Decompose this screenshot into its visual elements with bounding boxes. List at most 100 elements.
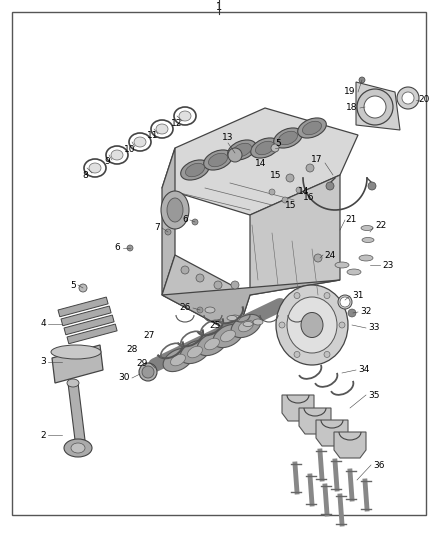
Polygon shape	[250, 175, 340, 295]
Ellipse shape	[243, 321, 253, 327]
Text: 28: 28	[127, 345, 138, 354]
Circle shape	[294, 351, 300, 358]
Ellipse shape	[106, 146, 128, 164]
Ellipse shape	[204, 150, 232, 170]
Text: 33: 33	[368, 324, 379, 333]
Ellipse shape	[67, 379, 79, 387]
Ellipse shape	[231, 314, 261, 337]
Text: 9: 9	[104, 157, 110, 166]
Ellipse shape	[187, 346, 202, 358]
Polygon shape	[162, 108, 358, 215]
Ellipse shape	[279, 131, 297, 144]
Text: 1: 1	[216, 2, 222, 12]
Circle shape	[294, 293, 300, 298]
Ellipse shape	[151, 120, 173, 138]
Ellipse shape	[167, 198, 183, 222]
Ellipse shape	[338, 295, 352, 309]
Circle shape	[368, 182, 376, 190]
Text: 15: 15	[285, 200, 297, 209]
Polygon shape	[356, 82, 400, 130]
Bar	[67, 324, 117, 344]
Text: 16: 16	[303, 192, 314, 201]
Bar	[64, 315, 114, 335]
Text: 10: 10	[124, 144, 136, 154]
Text: 27: 27	[144, 330, 155, 340]
Text: 35: 35	[368, 391, 379, 400]
Text: 5: 5	[275, 139, 281, 148]
Ellipse shape	[111, 150, 123, 160]
Ellipse shape	[51, 345, 101, 359]
Circle shape	[271, 144, 279, 152]
Ellipse shape	[276, 285, 348, 365]
Text: 24: 24	[324, 251, 335, 260]
Text: 13: 13	[222, 133, 234, 142]
Circle shape	[348, 309, 356, 317]
Text: 32: 32	[360, 308, 371, 317]
Circle shape	[231, 281, 239, 289]
Text: 20: 20	[418, 95, 429, 104]
Text: 17: 17	[311, 156, 322, 165]
Text: 26: 26	[180, 303, 191, 312]
Circle shape	[228, 148, 242, 162]
Ellipse shape	[197, 333, 227, 356]
Ellipse shape	[397, 87, 419, 109]
Ellipse shape	[170, 354, 185, 366]
Text: 11: 11	[147, 132, 159, 141]
Text: 22: 22	[375, 221, 386, 230]
Text: 18: 18	[346, 103, 357, 112]
Ellipse shape	[228, 140, 256, 160]
Circle shape	[165, 229, 171, 235]
Circle shape	[340, 297, 350, 307]
Text: 2: 2	[40, 431, 46, 440]
Text: 3: 3	[40, 358, 46, 367]
Polygon shape	[316, 420, 348, 446]
Ellipse shape	[134, 137, 146, 147]
Text: 12: 12	[171, 118, 183, 127]
Ellipse shape	[71, 443, 85, 453]
Text: 25: 25	[209, 320, 221, 329]
Ellipse shape	[335, 262, 349, 268]
Circle shape	[282, 197, 288, 203]
Text: 36: 36	[373, 461, 385, 470]
Ellipse shape	[274, 128, 302, 148]
Ellipse shape	[287, 297, 337, 353]
Ellipse shape	[253, 319, 263, 325]
Text: 8: 8	[82, 171, 88, 180]
Ellipse shape	[361, 225, 373, 230]
Polygon shape	[334, 432, 366, 458]
Ellipse shape	[362, 238, 374, 243]
Text: 31: 31	[352, 292, 364, 301]
Ellipse shape	[185, 163, 205, 177]
Ellipse shape	[208, 154, 227, 167]
Ellipse shape	[64, 439, 92, 457]
Polygon shape	[299, 408, 331, 434]
Circle shape	[296, 187, 302, 193]
Ellipse shape	[180, 341, 210, 364]
Text: 7: 7	[154, 223, 160, 232]
Circle shape	[192, 219, 198, 225]
Circle shape	[269, 189, 275, 195]
Circle shape	[196, 274, 204, 282]
Ellipse shape	[213, 325, 243, 348]
Circle shape	[306, 164, 314, 172]
Ellipse shape	[357, 89, 393, 125]
Text: 5: 5	[70, 280, 76, 289]
Polygon shape	[162, 148, 175, 295]
Ellipse shape	[129, 133, 151, 151]
Ellipse shape	[156, 124, 168, 134]
Circle shape	[324, 351, 330, 358]
Ellipse shape	[347, 269, 361, 275]
Ellipse shape	[163, 349, 193, 372]
Ellipse shape	[239, 320, 254, 332]
Circle shape	[197, 307, 203, 313]
Ellipse shape	[174, 107, 196, 125]
Circle shape	[359, 77, 365, 83]
Ellipse shape	[364, 96, 386, 118]
Circle shape	[324, 293, 330, 298]
Ellipse shape	[402, 92, 414, 104]
Circle shape	[181, 266, 189, 274]
Ellipse shape	[298, 118, 326, 138]
Ellipse shape	[251, 138, 279, 158]
Ellipse shape	[221, 330, 236, 342]
Polygon shape	[282, 395, 314, 421]
